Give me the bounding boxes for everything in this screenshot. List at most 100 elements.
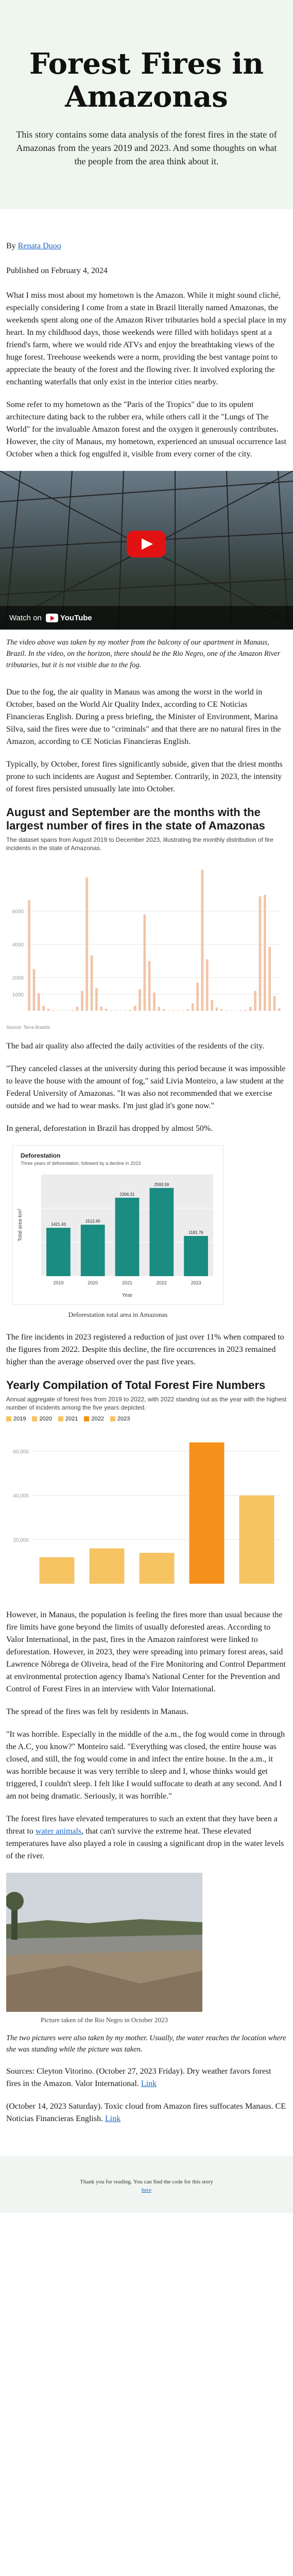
chart1-bar (215, 1007, 218, 1011)
paragraph-11: "It was horrible. Especially in the midd… (6, 1730, 285, 1801)
chart1-bar (177, 1010, 180, 1011)
chart2-bar (46, 1228, 71, 1276)
chart2-value-label: 1512.45 (85, 1219, 100, 1224)
chart1-bar (47, 1009, 50, 1011)
chart2-value-label: 2593.59 (154, 1182, 169, 1187)
chart1-bar (278, 1008, 281, 1011)
video-caption: The video above was taken by my mother f… (6, 638, 281, 669)
youtube-logo[interactable]: YouTube (45, 613, 92, 622)
water-animals-link[interactable]: water animals (35, 1827, 82, 1836)
chart3-legend-swatch (6, 1416, 11, 1422)
chart1-bar (254, 991, 256, 1011)
chart-deforestation: Deforestation Three years of deforestatio… (12, 1145, 224, 1319)
chart3-y-tick: 40,000 (13, 1494, 29, 1499)
chart3-bar (39, 1557, 75, 1584)
chart1-bar (100, 1006, 103, 1011)
chart1-bar (61, 1010, 64, 1011)
video-embed[interactable]: Watch on YouTube (0, 471, 293, 630)
source-1-text: Sources: Cleyton Vitorino. (October 27, … (6, 2067, 271, 2088)
chart3-legend-swatch (58, 1416, 63, 1422)
publish-date: Published on February 4, 2024 (6, 266, 108, 275)
chart-yearly-fires: Yearly Compilation of Total Forest Fire … (6, 1379, 287, 1597)
source-2-link[interactable]: Link (105, 2114, 121, 2123)
chart1-source: Source: Terra Brasilis (6, 1025, 50, 1030)
chart1-bar (220, 1009, 223, 1011)
chart1-title: August and September are the months with… (6, 806, 265, 832)
chart3-legend-item: 2020 (32, 1416, 52, 1422)
chart1-svg: 6000 4000 2000 1000 (12, 870, 282, 1011)
chart1-bar (244, 1010, 247, 1011)
chart2-value-label: 2306.31 (120, 1192, 135, 1197)
chart1-bar (57, 1010, 60, 1011)
chart1-bar (71, 1010, 74, 1011)
chart3-legend-label: 2020 (39, 1416, 52, 1422)
river-photo (6, 1873, 202, 2012)
chart2-y-axis-label: Total area km² (18, 1209, 23, 1242)
chart1-bar (129, 1010, 132, 1011)
chart3-svg: 60,000 40,000 20,000 (13, 1442, 282, 1584)
chart3-y-tick: 60,000 (13, 1449, 29, 1455)
chart1-bar (258, 896, 262, 1011)
chart1-bar (205, 959, 209, 1011)
chart3-legend-label: 2019 (13, 1416, 26, 1422)
paragraph-9: However, in Manaus, the population is fe… (6, 1611, 286, 1693)
paragraph-2: Some refer to my hometown as the "Paris … (6, 400, 287, 459)
chart2-bar (80, 1225, 105, 1276)
video-controls: Watch on YouTube (0, 606, 293, 630)
chart1-bar (196, 982, 199, 1011)
chart2-category-label: 2023 (191, 1280, 201, 1285)
chart1-bar (119, 1010, 122, 1011)
play-button[interactable] (127, 531, 166, 557)
chart2-subheader: Three years of deforestation, followed b… (21, 1161, 141, 1166)
chart1-bar (110, 1010, 112, 1011)
chart1-bar (42, 1006, 45, 1011)
chart1-bar (133, 1006, 136, 1011)
chart3-legend: 2019 2020 2021 2022 2023 (6, 1416, 287, 1422)
chart3-legend-label: 2021 (65, 1416, 78, 1422)
paragraph-10: The spread of the fires was felt by resi… (6, 1707, 189, 1716)
chart3-legend-swatch (84, 1416, 90, 1422)
chart1-bar (225, 1010, 228, 1011)
chart3-legend-item: 2021 (58, 1416, 78, 1422)
chart1-bar (201, 870, 204, 1011)
balcony-railing (0, 471, 293, 630)
chart2-svg: Deforestation Three years of deforestatio… (12, 1145, 224, 1306)
chart3-legend-label: 2022 (91, 1416, 104, 1422)
paragraph-3: Due to the fog, the air quality in Manau… (6, 688, 281, 746)
chart1-bar (105, 1009, 108, 1011)
story-page: Forest Fires in Amazonas This story cont… (0, 0, 293, 2213)
chart1-bar (153, 992, 156, 1011)
chart1-bar (263, 894, 266, 1011)
chart3-bar (189, 1442, 225, 1584)
byline: By Renata Duoo (6, 240, 287, 252)
chart1-bar (191, 1003, 194, 1011)
chart1-bar (143, 914, 146, 1011)
chart1-bar (249, 1007, 252, 1011)
chart3-legend-swatch (110, 1416, 115, 1422)
photo-note: The two pictures were also taken by my m… (6, 2034, 286, 2054)
chart3-legend-item: 2022 (84, 1416, 104, 1422)
chart1-bar (32, 969, 36, 1011)
author-link[interactable]: Renata Duoo (18, 242, 61, 250)
chart2-bar (115, 1197, 140, 1276)
chart2-value-label: 1181.76 (188, 1230, 203, 1235)
chart3-legend-item: 2023 (110, 1416, 130, 1422)
source-1-link[interactable]: Link (141, 2079, 157, 2088)
chart1-bar (211, 1000, 213, 1011)
chart1-bar (114, 1010, 117, 1011)
source-2: (October 14, 2023 Saturday). Toxic cloud… (6, 2100, 287, 2125)
footer-code-link[interactable]: here (142, 2187, 151, 2193)
chart1-bar (90, 955, 93, 1011)
byline-prefix: By (6, 242, 18, 250)
chart1-bar (95, 988, 98, 1011)
watch-on-label: Watch on (9, 613, 42, 622)
chart1-bar (167, 1010, 170, 1011)
page-title: Forest Fires in Amazonas (29, 47, 264, 114)
chart1-bar (28, 900, 31, 1011)
chart2-x-axis-label: Year (122, 1293, 133, 1298)
chart2-category-label: 2020 (88, 1280, 98, 1285)
chart1-y-tick: 4000 (12, 942, 24, 948)
chart-monthly-fires: August and September are the months with… (6, 806, 287, 1030)
source-1: Sources: Cleyton Vitorino. (October 27, … (6, 2065, 287, 2090)
chart1-bar (139, 989, 141, 1011)
